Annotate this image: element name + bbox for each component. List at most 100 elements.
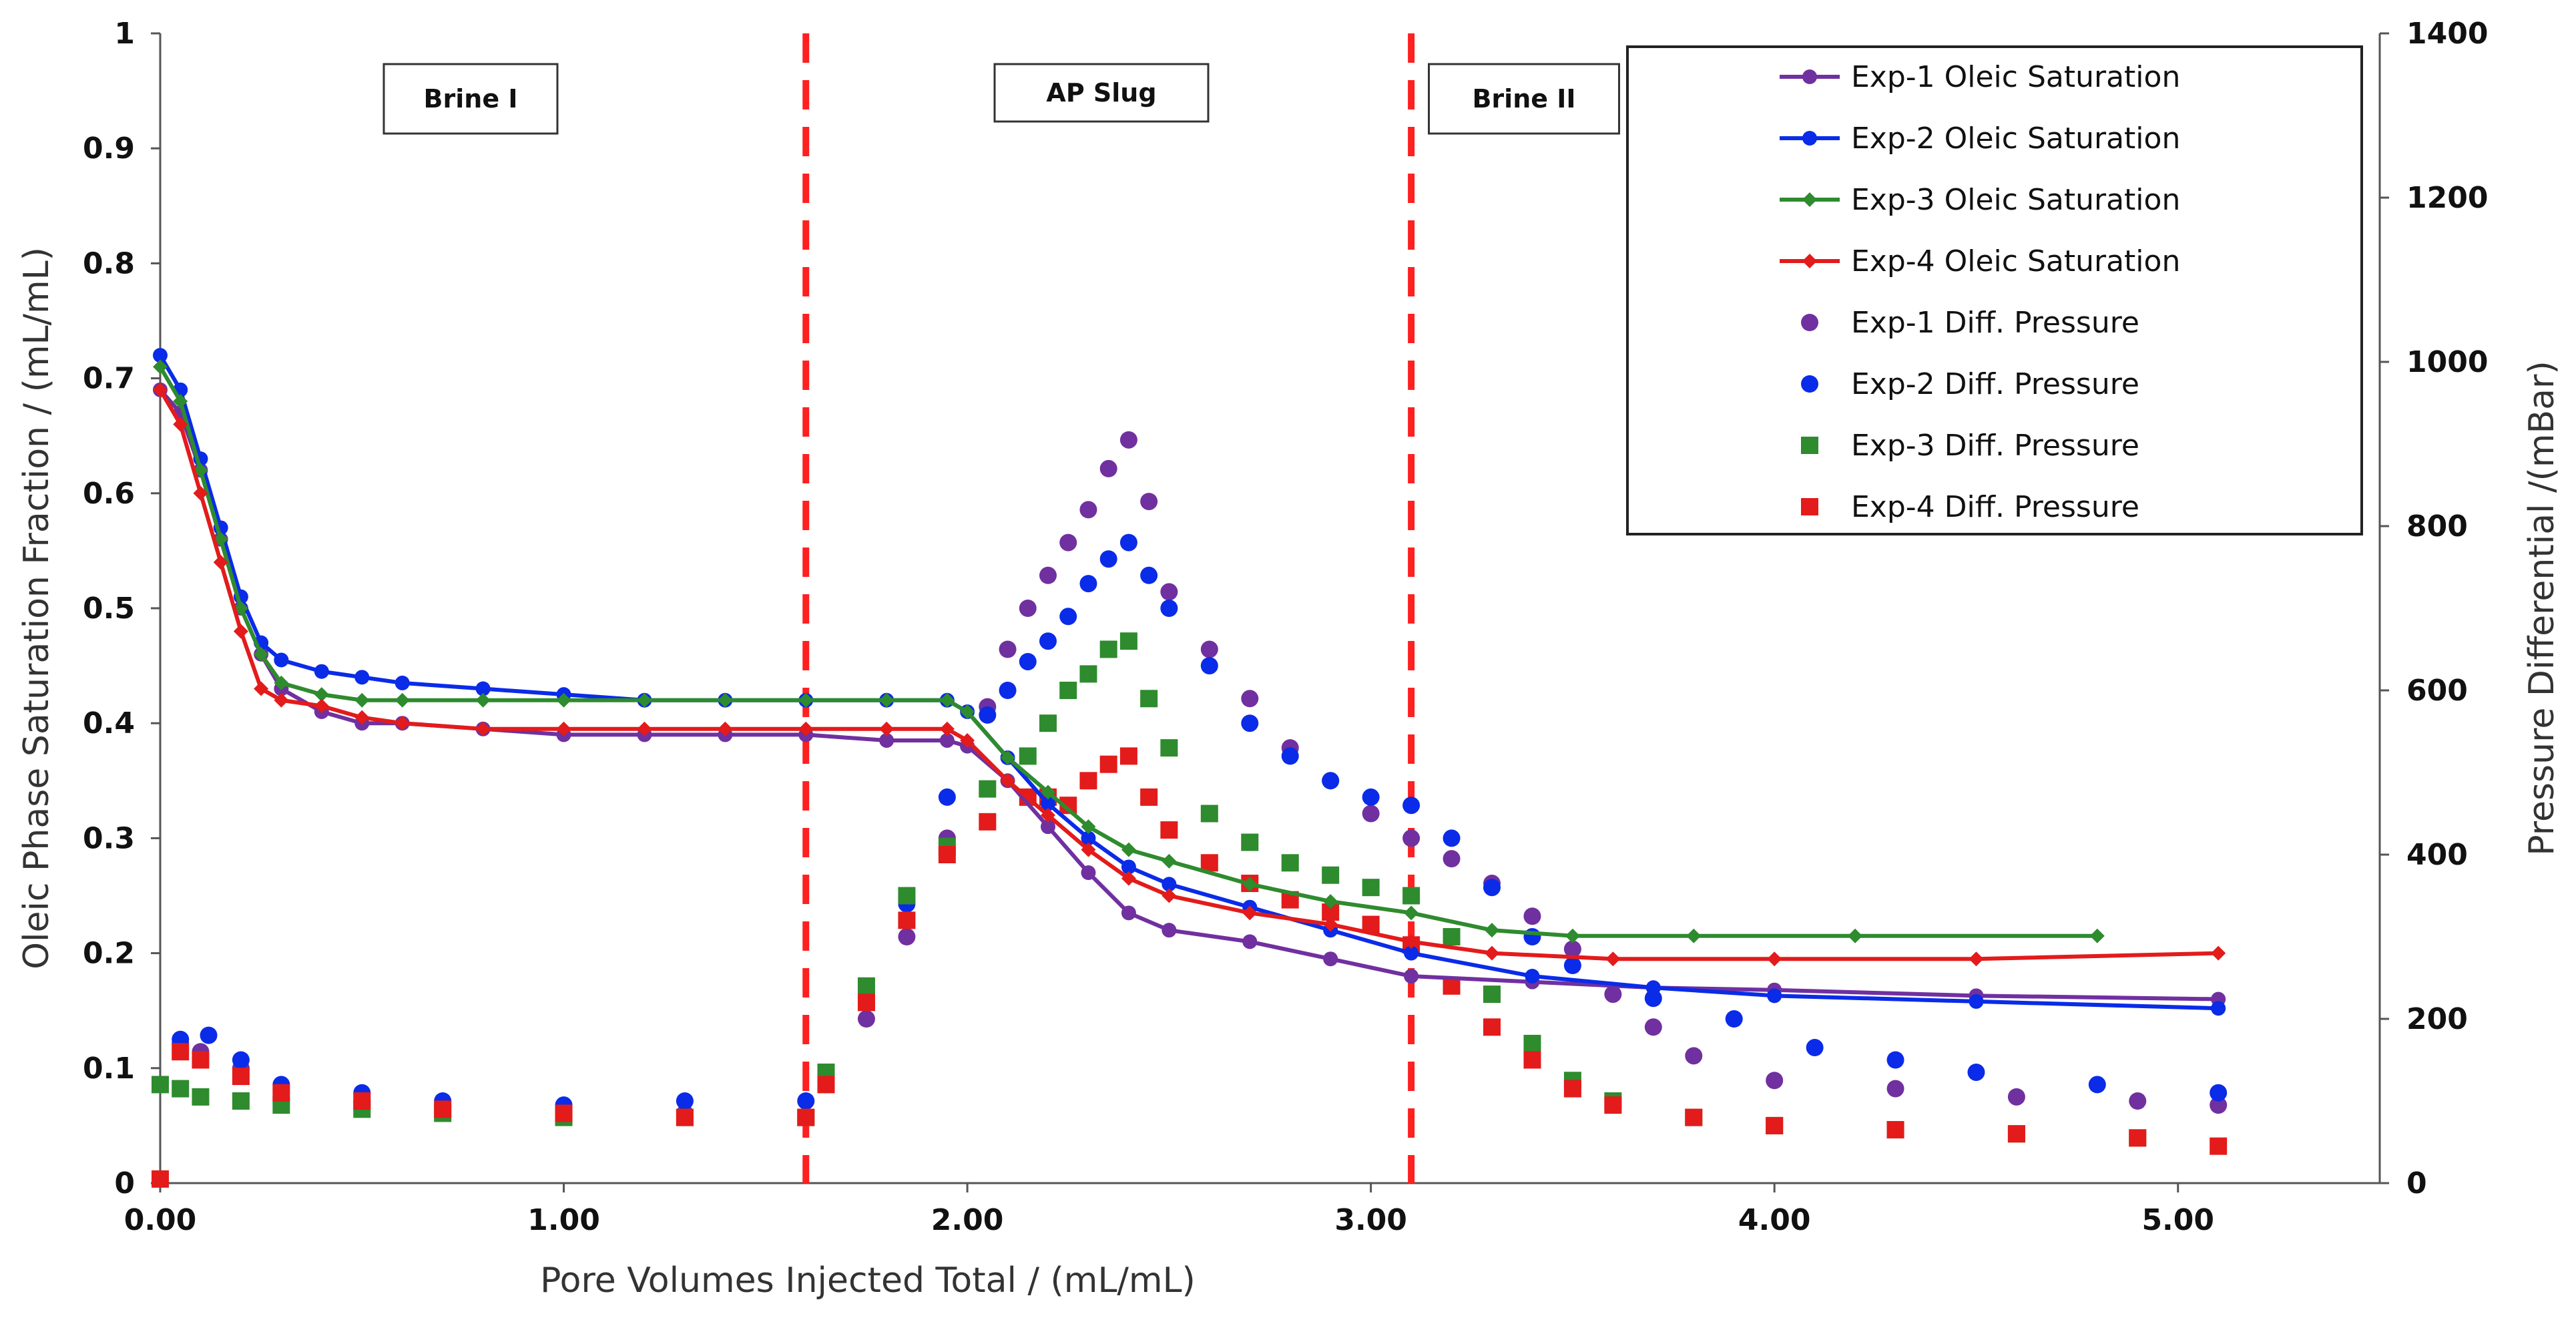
- data-point: [898, 911, 916, 929]
- data-point: [1645, 980, 1661, 996]
- data-point: [153, 359, 168, 375]
- y2-tick-label: 600: [2406, 674, 2468, 708]
- data-point: [1322, 866, 1340, 884]
- data-point: [1039, 566, 1057, 584]
- legend-swatch-marker: [1802, 69, 1817, 84]
- data-point: [153, 382, 168, 397]
- data-point: [797, 1108, 815, 1126]
- data-point: [1079, 501, 1097, 519]
- data-point: [192, 1051, 210, 1069]
- data-point: [1099, 755, 1117, 773]
- data-point: [1323, 894, 1338, 909]
- legend-label: Exp-2 Diff. Pressure: [1851, 367, 2139, 401]
- data-point: [1162, 853, 1177, 869]
- data-point: [232, 1092, 250, 1110]
- data-point: [676, 1092, 694, 1110]
- data-point: [475, 681, 491, 696]
- data-point: [1162, 923, 1177, 938]
- data-point: [1604, 985, 1622, 1004]
- data-point: [1523, 907, 1541, 925]
- data-point: [1402, 887, 1421, 905]
- data-point: [1967, 1063, 1985, 1081]
- series-exp-4-oleic-saturation: [153, 382, 2226, 967]
- data-point: [1079, 575, 1097, 593]
- data-point: [2129, 1092, 2147, 1110]
- data-point: [272, 1084, 290, 1102]
- data-point: [1019, 600, 1037, 617]
- data-point: [1402, 829, 1421, 847]
- data-point: [1523, 1051, 1541, 1069]
- y2-tick-label: 1400: [2406, 17, 2488, 51]
- data-point: [938, 846, 956, 863]
- y-tick-label: 0.1: [83, 1052, 135, 1086]
- data-point: [2210, 1137, 2228, 1155]
- phase-label: Brine II: [1472, 84, 1575, 114]
- data-point: [1766, 1116, 1784, 1134]
- data-point: [1565, 928, 1580, 943]
- data-point: [354, 710, 370, 725]
- data-point: [1362, 805, 1380, 823]
- data-point: [556, 692, 571, 708]
- y-tick-label: 0.2: [83, 937, 135, 971]
- data-point: [314, 664, 329, 679]
- legend-swatch-marker: [1802, 254, 1817, 268]
- data-point: [1725, 1010, 1743, 1028]
- data-point: [1242, 877, 1258, 892]
- y-tick-label: 0.7: [83, 362, 135, 396]
- data-point: [1160, 583, 1178, 601]
- data-point: [173, 417, 188, 432]
- data-point: [1200, 640, 1218, 658]
- data-point: [1041, 796, 1055, 811]
- data-point: [960, 733, 975, 748]
- data-point: [979, 780, 997, 798]
- data-point: [1886, 1051, 1904, 1069]
- data-point: [2211, 1001, 2226, 1016]
- legend-item: Exp-3 Oleic Saturation: [1780, 183, 2180, 217]
- data-point: [999, 640, 1017, 658]
- data-point: [898, 928, 916, 945]
- data-point: [1644, 1018, 1662, 1036]
- legend-swatch-marker: [1802, 131, 1817, 146]
- phase-labels: Brine Ⅰ AP Slug Brine II: [382, 63, 1620, 135]
- y2-tick-label: 1000: [2406, 345, 2488, 379]
- legend-label: Exp-1 Diff. Pressure: [1851, 306, 2139, 340]
- phase-label-box: [382, 63, 559, 135]
- axes: 0.00 1.00 2.00 3.00 4.00 5.00 0 0.1 0.2 0.3 0.4 0.5…: [83, 17, 2488, 1237]
- data-point: [1886, 1121, 1904, 1139]
- data-point: [1323, 951, 1338, 967]
- data-point: [857, 977, 875, 995]
- legend-item: Exp-3 Diff. Pressure: [1801, 429, 2139, 463]
- data-point: [1121, 859, 1136, 875]
- legend-swatch-marker: [1801, 375, 1818, 393]
- x-tick-label: 4.00: [1738, 1203, 1811, 1237]
- data-point: [1322, 772, 1340, 790]
- data-point: [1362, 879, 1380, 897]
- data-point: [1483, 1018, 1501, 1036]
- x-tick-label: 0.00: [124, 1203, 197, 1237]
- data-point: [1241, 690, 1259, 708]
- data-point: [1140, 788, 1158, 806]
- data-point: [1404, 945, 1419, 961]
- data-point: [1160, 821, 1178, 839]
- data-point: [1059, 608, 1077, 626]
- legend-swatch-marker: [1801, 437, 1818, 454]
- data-point: [1119, 431, 1137, 449]
- legend-label: Exp-1 Oleic Saturation: [1851, 60, 2180, 94]
- data-point: [1767, 951, 1782, 967]
- data-point: [1041, 807, 1055, 823]
- data-point: [1443, 829, 1461, 847]
- data-point: [1443, 928, 1461, 945]
- data-point: [200, 1026, 218, 1044]
- data-point: [1140, 493, 1158, 511]
- data-point: [254, 681, 269, 696]
- legend-label: Exp-3 Oleic Saturation: [1851, 183, 2180, 217]
- x-tick-label: 3.00: [1334, 1203, 1407, 1237]
- data-point: [1121, 871, 1136, 886]
- x-axis-title: Pore Volumes Injected Total / (mL/mL): [540, 1261, 1196, 1301]
- x-tick-label: 5.00: [2141, 1203, 2214, 1237]
- data-point: [314, 687, 329, 702]
- data-point: [172, 1080, 190, 1098]
- legend-item: Exp-2 Diff. Pressure: [1801, 367, 2139, 401]
- data-point: [1079, 665, 1097, 683]
